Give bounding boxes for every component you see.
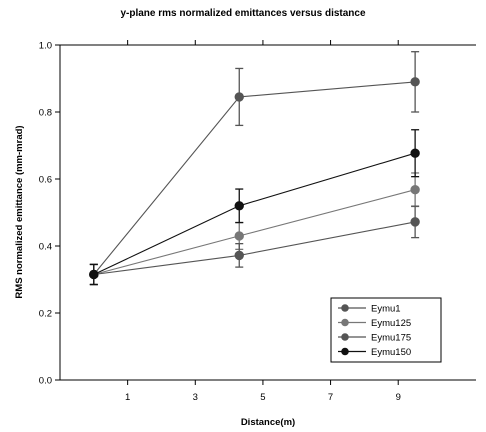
y-tick-label: 0.0 xyxy=(39,376,52,387)
legend-label: Eymu175 xyxy=(371,333,411,344)
series-eymu175 xyxy=(89,205,420,286)
data-point xyxy=(234,231,244,241)
chart-title: y-plane rms normalized emittances versus… xyxy=(120,8,366,19)
x-tick-label: 1 xyxy=(125,392,130,403)
data-point xyxy=(410,185,420,195)
x-tick-label: 7 xyxy=(328,392,333,403)
x-tick-label: 3 xyxy=(193,392,198,403)
y-tick-label: 0.8 xyxy=(39,108,52,119)
series-line xyxy=(93,221,416,276)
series-eymu125 xyxy=(89,172,420,286)
series-eymu150 xyxy=(89,129,420,286)
legend-label: Eymu1 xyxy=(371,304,401,315)
y-tick-label: 0.6 xyxy=(39,175,52,186)
legend-marker xyxy=(341,304,349,312)
data-point xyxy=(410,77,420,87)
y-tick-label: 1.0 xyxy=(39,41,52,52)
legend-items: Eymu1 Eymu125 Eymu175 Eymu150 xyxy=(338,304,411,358)
data-point xyxy=(410,217,420,227)
legend-label: Eymu150 xyxy=(371,347,411,358)
x-tick-label: 9 xyxy=(396,392,401,403)
legend-marker xyxy=(341,333,349,341)
series-line xyxy=(93,152,416,275)
series-line xyxy=(93,81,416,275)
ticks-layer: 1 3 5 7 9 0.0 0.2 0.4 0.6 0.8 1.0 xyxy=(39,40,401,403)
series-eymu1 xyxy=(89,51,420,286)
y-tick-label: 0.2 xyxy=(39,309,52,320)
data-point xyxy=(234,92,244,102)
legend: Eymu1 Eymu125 Eymu175 Eymu150 xyxy=(330,297,442,363)
legend-marker xyxy=(341,318,349,327)
legend-marker xyxy=(341,347,349,356)
legend-label: Eymu125 xyxy=(371,318,411,329)
data-point xyxy=(234,201,244,211)
data-point xyxy=(234,250,244,261)
series-layer xyxy=(89,51,420,286)
y-tick-label: 0.4 xyxy=(39,242,52,253)
data-point xyxy=(410,148,420,158)
y-axis-label: RMS normalized emittance (mm-mrad) xyxy=(14,125,25,298)
series-line xyxy=(93,189,416,276)
x-axis-label: Distance(m) xyxy=(241,417,295,428)
x-tick-label: 5 xyxy=(260,392,265,403)
plot-frame xyxy=(59,44,476,381)
data-point xyxy=(89,269,99,280)
